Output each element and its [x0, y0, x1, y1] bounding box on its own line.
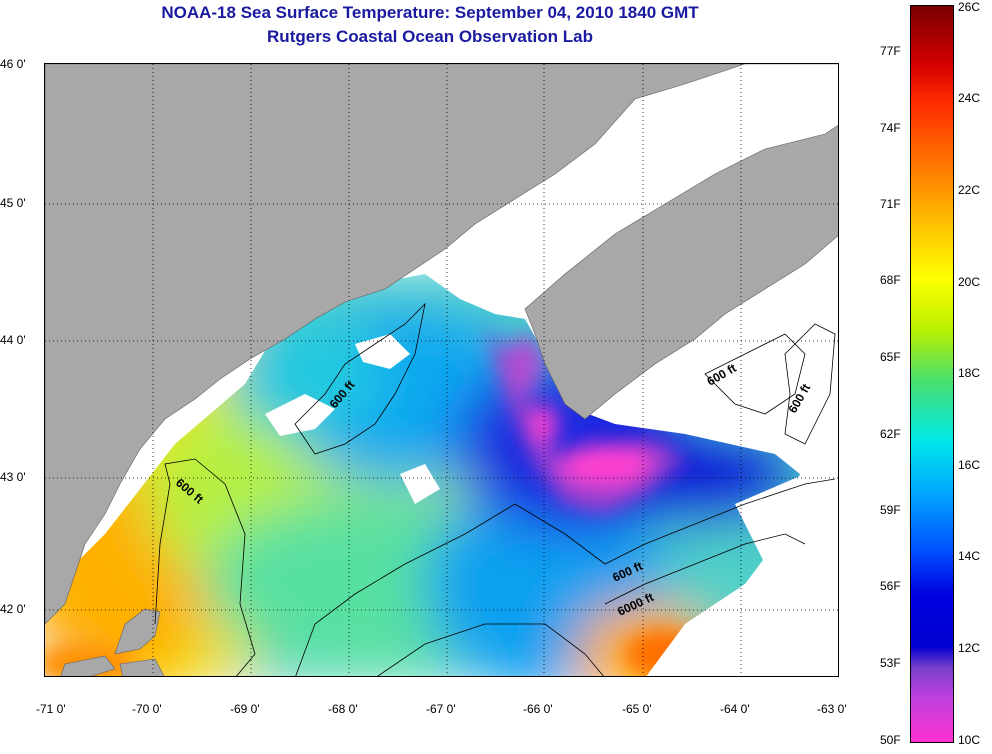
lon-label-69: -69 0': [230, 702, 260, 716]
lon-label-64: -64 0': [720, 702, 750, 716]
lon-label-66: -66 0': [523, 702, 553, 716]
colorbar-label-f: 68F: [880, 273, 901, 287]
colorbar-label-f: 62F: [880, 427, 901, 441]
lat-label-43: 43 0': [0, 470, 26, 484]
contour-label: 600 ft: [705, 361, 739, 389]
lat-label-44: 44 0': [0, 333, 26, 347]
colorbar-label-f: 74F: [880, 121, 901, 135]
colorbar-label-f: 71F: [880, 197, 901, 211]
lat-label-45: 45 0': [0, 196, 26, 210]
colorbar-label-c: 12C: [958, 641, 981, 655]
lat-label-46: 46 0': [0, 57, 26, 71]
colorbar-label-f: 59F: [880, 503, 901, 517]
temperature-colorbar: [910, 5, 954, 743]
colorbar-label-c: 14C: [958, 549, 981, 563]
colorbar-label-f: 53F: [880, 656, 901, 670]
lon-label-71: -71 0': [36, 702, 66, 716]
cloud-patches: [265, 264, 838, 676]
colorbar-label-c: 22C: [958, 183, 981, 197]
land: [45, 64, 838, 676]
graticule: [45, 64, 838, 676]
colorbar-label-c: 24C: [958, 91, 981, 105]
lon-label-65: -65 0': [622, 702, 652, 716]
colorbar-label-f: 50F: [880, 733, 901, 747]
colorbar-label-f: 56F: [880, 579, 901, 593]
colorbar-label-f: 65F: [880, 350, 901, 364]
colorbar-label-c: 18C: [958, 366, 981, 380]
colorbar-label-f: 77F: [880, 44, 901, 58]
colorbar-label-c: 10C: [958, 733, 981, 747]
depth-contours: [154, 302, 836, 676]
bay-of-fundy: [455, 169, 665, 289]
lon-label-63: -63 0': [817, 702, 847, 716]
sst-map[interactable]: 600 ft 600 ft 600 ft 600 ft 600 ft 6000 …: [44, 63, 839, 677]
lat-label-42: 42 0': [0, 602, 26, 616]
lon-label-68: -68 0': [328, 702, 358, 716]
colorbar-label-c: 26C: [958, 0, 981, 14]
colorbar-label-c: 16C: [958, 458, 981, 472]
colorbar-label-c: 20C: [958, 275, 981, 289]
lon-label-67: -67 0': [426, 702, 456, 716]
sst-map-svg: 600 ft 600 ft 600 ft 600 ft 600 ft 6000 …: [45, 64, 838, 676]
lon-label-70: -70 0': [132, 702, 162, 716]
map-title: NOAA-18 Sea Surface Temperature: Septemb…: [161, 3, 699, 22]
map-subtitle: Rutgers Coastal Ocean Observation Lab: [267, 27, 593, 46]
